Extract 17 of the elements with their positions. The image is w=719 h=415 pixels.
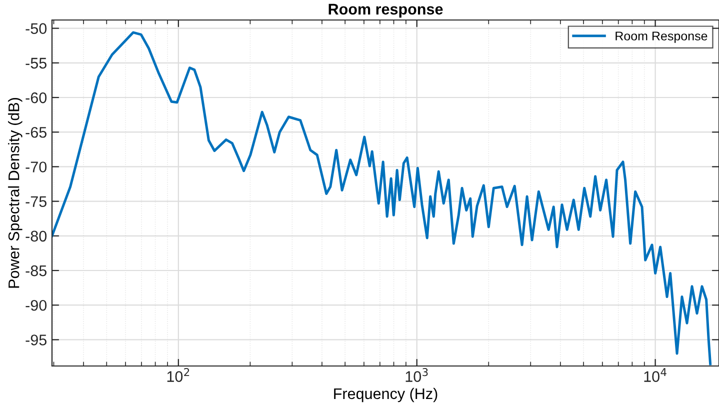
x-tick-label: 10$^{2}$ — [167, 368, 190, 382]
y-tick-label: -85 — [26, 265, 46, 276]
y-tick-label: -95 — [26, 334, 46, 346]
y-tick-label: -90 — [26, 300, 47, 311]
y-axis-title: Power Spectral Density (dB) — [8, 98, 22, 288]
y-tick-label: -80 — [26, 230, 47, 242]
x-tick-label: 10$^{3}$ — [406, 368, 428, 382]
legend-label: Room Response — [616, 32, 708, 43]
y-tick-label: -50 — [26, 23, 47, 34]
y-tick-label: -60 — [26, 92, 47, 104]
y-tick-label: -55 — [26, 58, 46, 69]
chart-title: Room response — [328, 4, 443, 18]
x-tick-label: 10$^{4}$ — [644, 368, 666, 382]
y-tick-label: -70 — [26, 162, 47, 172]
y-tick-label: -65 — [26, 126, 46, 138]
x-axis-title: Frequency (Hz) — [334, 388, 438, 402]
y-tick-label: -75 — [26, 196, 46, 207]
